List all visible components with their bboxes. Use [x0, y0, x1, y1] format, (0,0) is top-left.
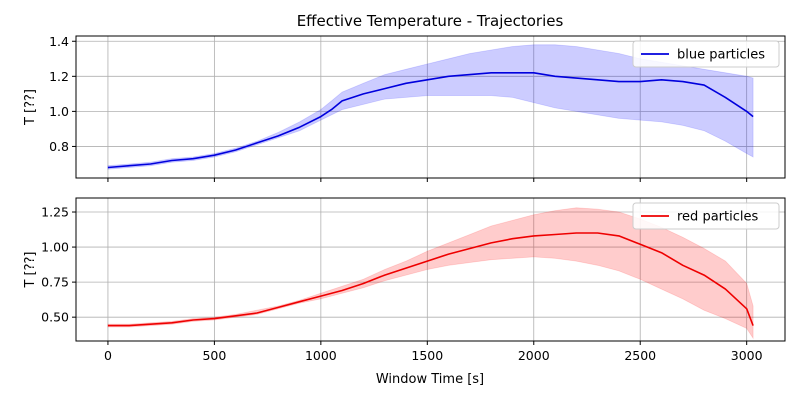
- legend-box-1: [632, 202, 780, 230]
- series-line-1-0: [107, 232, 754, 327]
- axes-frame-0: [75, 35, 786, 179]
- legend-label-1: red particles: [677, 210, 758, 225]
- panels: 0.8 1.0 1.2 1.4 T [??] blue particles 0 500 1000…: [23, 34, 786, 363]
- x-tick-label-5: 2500: [624, 348, 656, 363]
- y-tick-label-1-3: 1.25: [41, 205, 69, 220]
- y-axis-label-1: T [??]: [23, 251, 38, 288]
- y-tick-label-1-2: 1.00: [41, 240, 69, 255]
- y-tick-label-0-0: 0.8: [49, 139, 69, 154]
- y-tick-label-0-3: 1.4: [49, 34, 69, 49]
- legend-1: red particles: [632, 202, 780, 230]
- legend-label-0: blue particles: [677, 48, 765, 63]
- x-tick-label-3: 1500: [411, 348, 443, 363]
- legend-box-0: [632, 40, 780, 68]
- x-tick-label-0: 0: [104, 348, 112, 363]
- y-tick-label-0-2: 1.2: [49, 69, 69, 84]
- x-tick-label-4: 2000: [518, 348, 550, 363]
- y-tick-label-1-1: 0.75: [41, 275, 69, 290]
- x-tick-label-2: 1000: [305, 348, 337, 363]
- series-band-1-0: [107, 207, 754, 340]
- x-tick-label-1: 500: [202, 348, 226, 363]
- panel-1: 0 500 1000 1500 2000 2500 3000 0.50 0.75 1.00 1.25…: [23, 197, 786, 363]
- axes-frame-1: [75, 197, 786, 342]
- x-tick-label-6: 3000: [731, 348, 763, 363]
- x-axis-label: Window Time [s]: [376, 372, 484, 387]
- series-line-0-0: [107, 72, 754, 169]
- y-tick-label-0-1: 1.0: [49, 104, 69, 119]
- y-axis-label-0: T [??]: [23, 89, 38, 126]
- y-tick-label-1-0: 0.50: [41, 310, 69, 325]
- panel-0: 0.8 1.0 1.2 1.4 T [??] blue particles: [23, 34, 786, 182]
- chart-title: Effective Temperature - Trajectories: [297, 12, 564, 30]
- legend-0: blue particles: [632, 40, 780, 68]
